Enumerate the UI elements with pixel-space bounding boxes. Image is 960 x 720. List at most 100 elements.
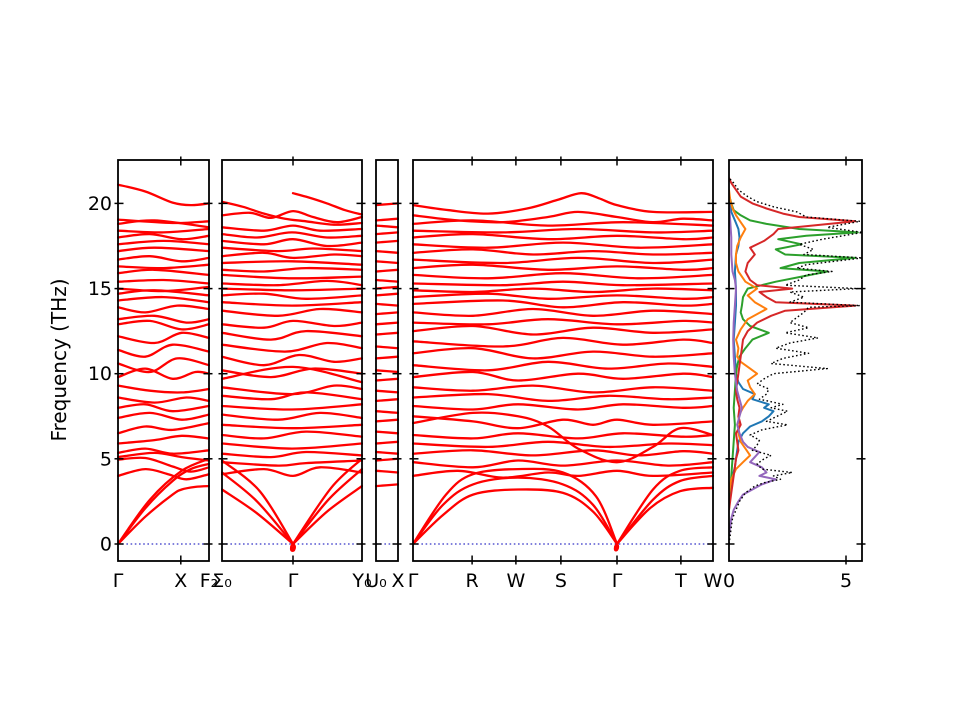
phonon-band-line: [117, 403, 210, 413]
phonon-band-line: [117, 295, 210, 304]
dos-curve-pdos-orange: [729, 189, 768, 494]
phonon-band-line: [117, 462, 210, 546]
phonon-band-line: [221, 341, 363, 353]
phonon-band-line: [375, 430, 399, 435]
phonon-band-line: [375, 355, 399, 360]
phonon-band-line: [375, 345, 399, 350]
phonon-band-line: [375, 389, 399, 394]
x-tick-label: T: [674, 570, 687, 592]
x-tick-label: X: [174, 570, 187, 592]
phonon-band-line: [412, 227, 714, 234]
phonon-band-line: [412, 336, 714, 348]
phonon-band-line: [221, 251, 363, 260]
phonon-band-line: [221, 273, 363, 280]
phonon-band-line: [221, 411, 363, 421]
phonon-band-line: [412, 299, 714, 309]
phonon-band-line: [412, 248, 714, 256]
panel-border: [728, 159, 863, 562]
x-tick-label: F₂: [200, 570, 219, 592]
phonon-band-line: [221, 260, 363, 266]
phonon-band-line: [221, 391, 363, 401]
phonon-band-line: [412, 459, 714, 469]
phonon-band-line: [375, 321, 399, 326]
phonon-band-line: [117, 457, 210, 546]
phonon-band-line: [412, 307, 714, 318]
phonon-band-line: [221, 353, 363, 367]
phonon-band-line: [412, 210, 714, 224]
phonon-band-line: [412, 346, 714, 360]
phonon-band-line: [221, 403, 363, 411]
band-panel-u0-x: U₀ X: [365, 159, 405, 592]
x-tick-label: 5: [840, 570, 852, 592]
phonon-band-line: [412, 432, 714, 440]
phonon-band-line: [117, 447, 210, 455]
x-tick-label: W: [704, 570, 723, 592]
x-tick-label: Γ: [612, 570, 623, 592]
phonon-band-line: [375, 440, 399, 445]
phonon-band-line: [375, 217, 399, 222]
panel-border: [412, 159, 714, 562]
phonon-band-line: [412, 280, 714, 287]
phonon-band-line: [375, 418, 399, 423]
phonon-band-line: [117, 314, 210, 324]
phonon-band-line: [412, 324, 714, 336]
x-tick-label: S: [555, 570, 567, 592]
phonon-band-line: [375, 268, 399, 273]
phonon-band-line: [412, 440, 714, 449]
phonon-band-line: [221, 200, 363, 226]
phonon-band-line: [221, 484, 363, 550]
phonon-band-line: [412, 287, 714, 294]
phonon-band-line: [375, 260, 399, 265]
band-panel-sigma0-gamma-y0: Σ₀ Γ Y₀: [212, 156, 372, 592]
phonon-band-line: [221, 430, 363, 440]
phonon-band-line: [221, 384, 363, 396]
phonon-band-line: [375, 450, 399, 455]
phonon-band-line: [221, 224, 363, 232]
phonon-band-line: [375, 469, 399, 474]
phonon-band-line: [117, 411, 210, 421]
phonon-band-line: [117, 384, 210, 394]
phonon-band-line: [375, 278, 399, 283]
phonon-band-line: [375, 302, 399, 307]
phonon-band-line: [117, 451, 210, 462]
y-tick-label: 0: [100, 534, 112, 556]
phonon-band-line: [412, 411, 714, 464]
phonon-band-line: [412, 272, 714, 280]
phonon-band-line: [412, 469, 714, 479]
phonon-band-line: [412, 360, 714, 372]
phonon-band-line: [117, 263, 210, 270]
phonon-band-line: [117, 304, 210, 314]
phonon-band-line: [221, 287, 363, 292]
y-tick-label: 20: [88, 193, 112, 215]
phonon-band-line: [375, 483, 399, 488]
band-panel-gamma-x-f2: Γ X F₂: [113, 156, 219, 592]
phonon-band-line: [375, 410, 399, 415]
phonon-band-line: [221, 457, 363, 552]
phonon-band-line: [375, 292, 399, 297]
phonon-band-line: [375, 311, 399, 316]
phonon-band-line: [412, 232, 714, 241]
phonon-band-line: [375, 231, 399, 236]
phonon-band-line: [117, 239, 210, 246]
y-tick-label: 10: [88, 363, 112, 385]
phonon-band-line: [221, 450, 363, 459]
phonon-band-line: [221, 307, 363, 317]
phonon-band-line: [375, 239, 399, 244]
dos-curve-total-dos: [729, 177, 862, 545]
phonon-band-line: [412, 403, 714, 411]
x-tick-label: W: [507, 570, 526, 592]
panel-border: [117, 159, 210, 562]
phonon-band-line: [117, 484, 210, 546]
phonon-band-line: [117, 227, 210, 234]
x-tick-label: Γ: [113, 570, 124, 592]
phonon-band-line: [221, 329, 363, 341]
phonon-band-line: [221, 423, 363, 430]
phonon-band-line: [117, 331, 210, 345]
phonon-band-line: [117, 367, 210, 380]
x-tick-label: 0: [723, 570, 735, 592]
phonon-band-line: [412, 486, 714, 550]
phonon-band-line: [412, 392, 714, 403]
phonon-band-line: [221, 292, 363, 300]
